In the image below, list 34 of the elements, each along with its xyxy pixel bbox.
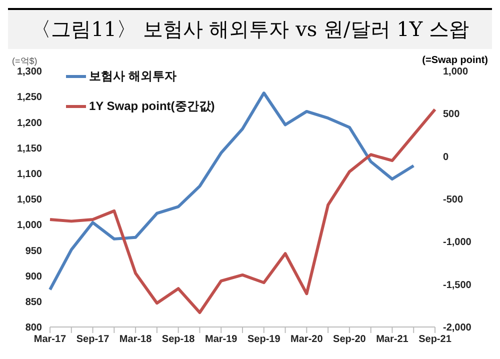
y-tick-label: 800 [25, 322, 42, 334]
y2-tick-label: -500 [443, 194, 464, 206]
y-tick-label: 1,250 [16, 92, 42, 104]
x-tick-label: Sep-17 [76, 334, 110, 346]
x-tick-label: Mar-21 [376, 334, 409, 346]
x-tick-label: Mar-17 [34, 334, 67, 346]
y-tick-label: 1,000 [16, 220, 42, 232]
y-tick-label: 1,050 [16, 194, 42, 206]
y2-tick-label: 1,000 [443, 66, 468, 78]
y2-tick-label: -1,500 [443, 280, 472, 291]
y2-tick-label: -2,000 [443, 322, 472, 334]
x-tick-label: Mar-20 [290, 334, 324, 346]
y-tick-label: 1,100 [16, 168, 42, 180]
x-tick-label: Sep-21 [418, 334, 452, 346]
legend-label: 1Y Swap point(중간값) [89, 98, 215, 114]
y-tick-label: 1,200 [16, 118, 42, 129]
y-tick-label: 850 [25, 296, 42, 308]
x-tick-label: Sep-20 [333, 334, 366, 346]
y-tick-label: 900 [25, 271, 42, 282]
x-tick-label: Sep-18 [162, 334, 196, 346]
y-axis-title: (=억$) [12, 55, 38, 68]
y-tick-label: 950 [25, 246, 42, 257]
y2-tick-label: 500 [443, 109, 460, 120]
chart-title: 〈그림11〉 보험사 해외투자 vs 원/달러 1Y 스왑 [8, 8, 492, 49]
y-tick-label: 1,150 [16, 143, 42, 154]
y2-axis-title: (=Swap point) [422, 55, 488, 66]
legend-label: 보험사 해외투자 [89, 68, 176, 84]
y2-tick-label: 0 [443, 152, 449, 163]
x-tick-label: Mar-18 [119, 334, 152, 346]
x-tick-label: Mar-19 [204, 334, 238, 346]
line-series [48, 92, 416, 292]
x-tick-label: Sep-19 [247, 334, 281, 346]
y2-tick-label: -1,000 [443, 237, 472, 248]
y-tick-label: 1,300 [16, 66, 42, 78]
